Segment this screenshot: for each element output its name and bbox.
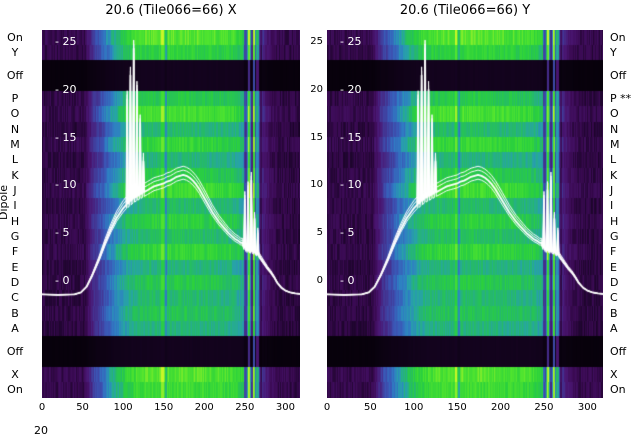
row-label-right-3: P ** [610,92,632,105]
heatmap-canvas-x [42,30,300,398]
gap-ytick-5: 5 [316,227,323,239]
xtick-200: 200 [491,402,511,413]
gap-ytick-10: 10 [310,179,323,191]
row-label-left-14: E [11,260,19,274]
xtick-100: 100 [404,402,424,413]
row-label-right-9: J [610,184,614,197]
xtick-150: 150 [447,402,467,413]
stray-label: 20 [34,424,48,437]
xtick-50: 50 [364,402,377,413]
row-label-left-19: Off [6,345,24,358]
xtick-150: 150 [154,402,174,413]
row-label-right-21: On [610,383,626,397]
xtick-0: 0 [323,402,331,413]
gap-ytick-0: 0 [316,275,323,286]
row-label-right-1: Y [610,46,617,59]
xtick-250: 250 [534,402,554,413]
row-label-right-12: G [610,230,619,243]
row-label-right-17: B [610,306,618,320]
row-label-left-3: P [11,92,19,105]
row-label-right-5: N [610,122,619,136]
row-label-left-1: Y [11,46,19,59]
row-label-right-20: X [610,368,618,381]
row-label-left-17: B [11,306,19,320]
row-label-left-15: D [10,276,20,289]
row-label-right-16: C [610,291,618,305]
xtick-200: 200 [194,402,214,413]
gap-ytick-25: 25 [310,36,323,47]
row-label-right-11: H [610,214,619,228]
row-label-left-18: A [11,322,19,335]
row-label-left-2: Off [6,69,24,82]
row-label-right-0: On [610,30,626,44]
row-label-right-14: E [610,260,617,274]
heatmap-panel-x: - 25- 20- 15- 10- 5- 0 [42,30,300,398]
row-label-right-4: O [610,107,619,121]
row-label-left-9: J [13,184,17,197]
row-label-left-0: On [7,30,23,44]
xtick-100: 100 [113,402,133,413]
row-label-left-11: H [10,214,20,228]
row-label-left-20: X [11,368,19,381]
xtick-250: 250 [235,402,255,413]
xtick-50: 50 [76,402,89,413]
row-label-right-13: F [610,245,617,259]
row-label-right-18: A [610,322,618,335]
row-label-right-19: Off [610,345,627,358]
row-label-left-5: N [10,122,20,136]
row-label-left-7: L [11,153,19,167]
row-label-left-8: K [11,168,19,182]
row-label-left-6: M [10,138,20,151]
panel-title-y: 20.6 (Tile066=66) Y [399,3,531,18]
row-label-left-21: On [7,383,23,397]
row-label-left-13: F [11,245,19,259]
row-label-right-8: K [610,168,618,182]
heatmap-panel-y: - 25- 20- 15- 10- 5- 0 [327,30,603,398]
row-label-left-12: G [10,230,20,243]
row-label-right-7: L [610,153,617,167]
row-label-left-4: O [10,107,20,121]
gap-ytick-20: 20 [310,83,323,95]
row-label-left-10: I [13,199,17,213]
row-label-left-16: C [11,291,19,305]
xtick-300: 300 [275,402,295,413]
xtick-300: 300 [577,402,597,413]
row-label-right-2: Off [610,69,627,82]
row-label-right-15: D [610,276,619,289]
row-label-right-10: I [610,199,614,213]
xtick-0: 0 [38,402,46,413]
gap-ytick-15: 15 [310,131,323,143]
heatmap-canvas-y [327,30,603,398]
panel-title-x: 20.6 (Tile066=66) X [105,3,237,18]
row-label-right-6: M [610,138,620,151]
